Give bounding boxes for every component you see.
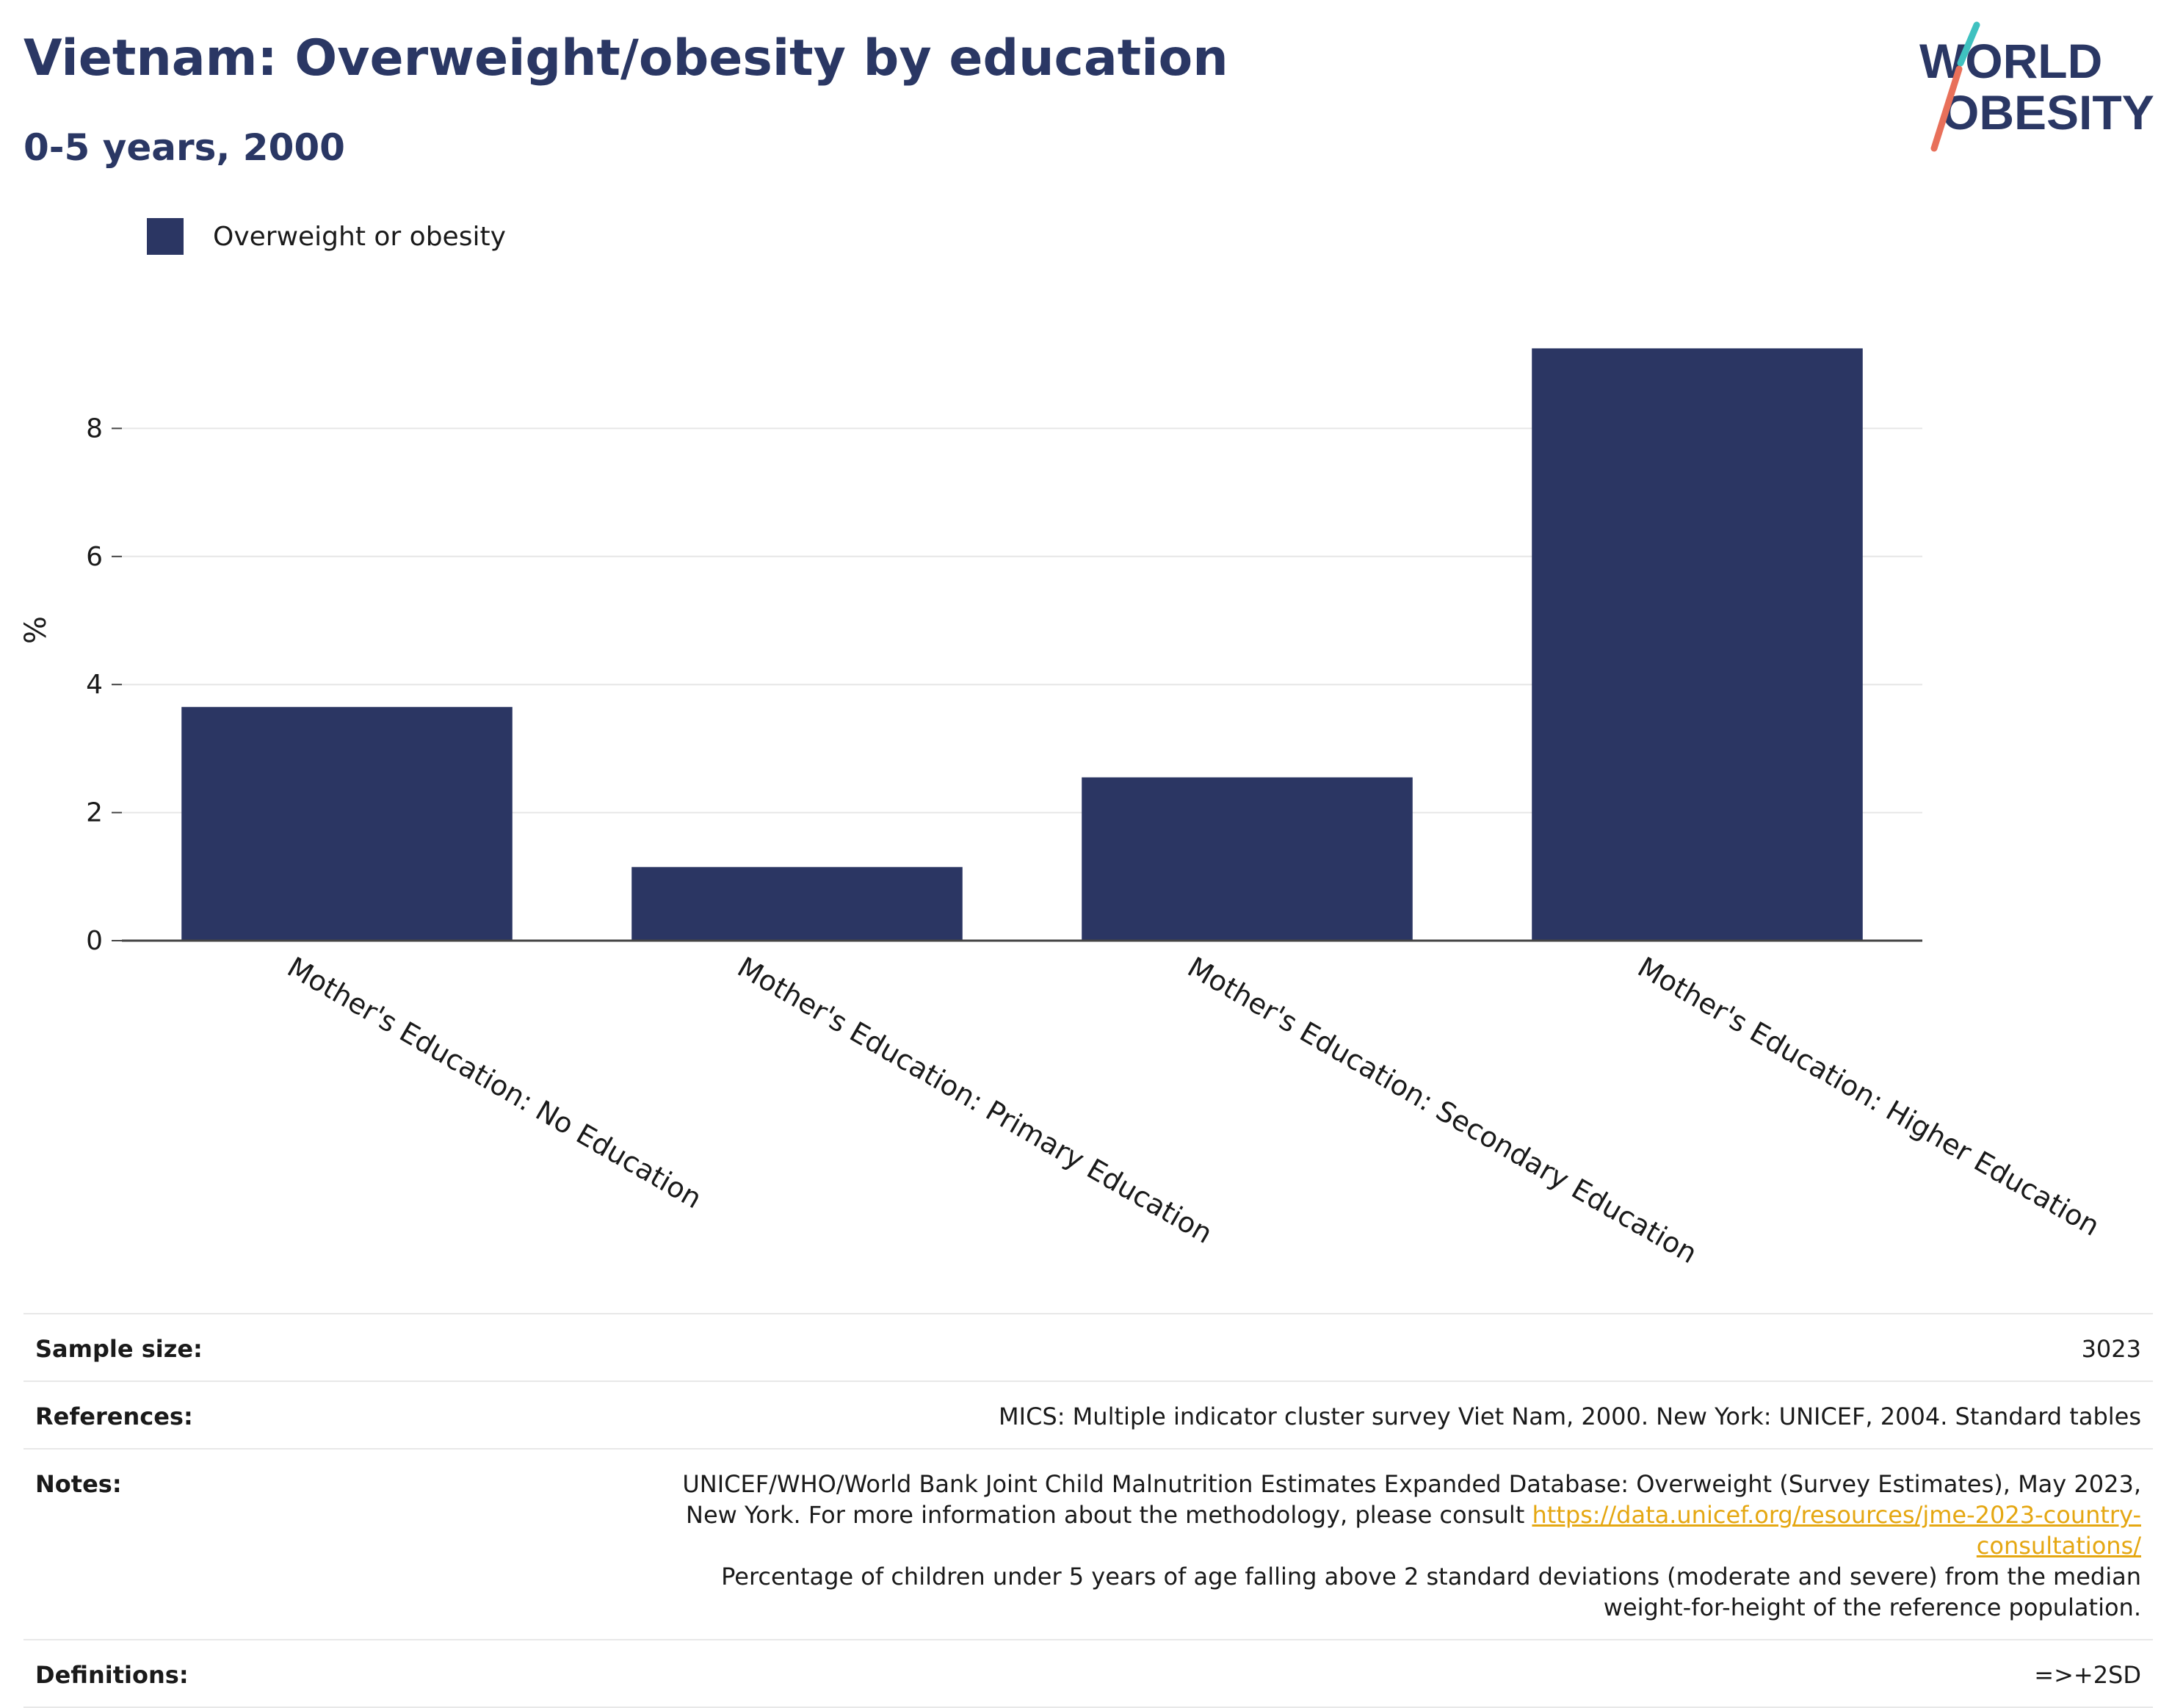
logo-line1: WORLD	[1919, 34, 2102, 88]
logo-slash-coral	[1930, 65, 1963, 152]
bar	[1532, 348, 1863, 941]
x-tick-label: Mother's Education: Primary Education	[732, 951, 1218, 1250]
meta-row-references: References: MICS: Multiple indicator clu…	[23, 1380, 2153, 1448]
chart-bars	[181, 348, 1863, 941]
chart-legend: Overweight or obesity	[147, 217, 506, 256]
x-tick-label: Mother's Education: Secondary Education	[1182, 951, 1703, 1270]
world-obesity-logo: WORLD OBESITY	[1919, 21, 2154, 152]
bar	[631, 866, 963, 941]
y-tick-labels: 0 2 4 6 8	[86, 413, 122, 956]
page-title: Vietnam: Overweight/obesity by education	[23, 29, 1228, 87]
page-subtitle: 0-5 years, 2000	[23, 126, 345, 169]
notes-value: UNICEF/WHO/World Bank Joint Child Malnut…	[636, 1469, 2141, 1623]
y-tick-label: 2	[86, 798, 103, 828]
notes-label: Notes:	[35, 1470, 122, 1498]
sample-size-value: 3023	[2081, 1335, 2141, 1363]
logo-line2: OBESITY	[1941, 85, 2154, 140]
y-tick-label: 4	[86, 670, 103, 700]
notes-link[interactable]: https://data.unicef.org/resources/jme-20…	[1532, 1501, 2141, 1560]
x-tick-label: Mother's Education: No Education	[282, 951, 707, 1215]
y-tick-label: 8	[86, 413, 103, 444]
definitions-value: =>+2SD	[2034, 1661, 2141, 1689]
legend-label: Overweight or obesity	[213, 221, 506, 252]
metadata-table: Sample size: 3023 References: MICS: Mult…	[23, 1313, 2153, 1708]
references-value: MICS: Multiple indicator cluster survey …	[999, 1403, 2141, 1430]
y-tick-label: 0	[86, 926, 103, 956]
y-axis-label: %	[19, 616, 53, 644]
legend-swatch	[147, 218, 184, 255]
notes-text-2: Percentage of children under 5 years of …	[721, 1563, 2141, 1621]
meta-row-notes: Notes: UNICEF/WHO/World Bank Joint Child…	[23, 1448, 2153, 1639]
definitions-label: Definitions:	[35, 1661, 189, 1689]
logo-slash-teal	[1957, 21, 1980, 67]
notes-text-1: UNICEF/WHO/World Bank Joint Child Malnut…	[682, 1470, 2141, 1529]
bar	[1082, 777, 1413, 941]
meta-row-sample-size: Sample size: 3023	[23, 1313, 2153, 1380]
x-tick-labels: Mother's Education: No Education Mother's…	[282, 951, 2105, 1270]
bar	[181, 706, 513, 941]
y-tick-label: 6	[86, 542, 103, 572]
meta-row-definitions: Definitions: =>+2SD	[23, 1639, 2153, 1708]
x-tick-label: Mother's Education: Higher Education	[1632, 951, 2105, 1242]
references-label: References:	[35, 1403, 193, 1430]
sample-size-label: Sample size:	[35, 1335, 203, 1363]
